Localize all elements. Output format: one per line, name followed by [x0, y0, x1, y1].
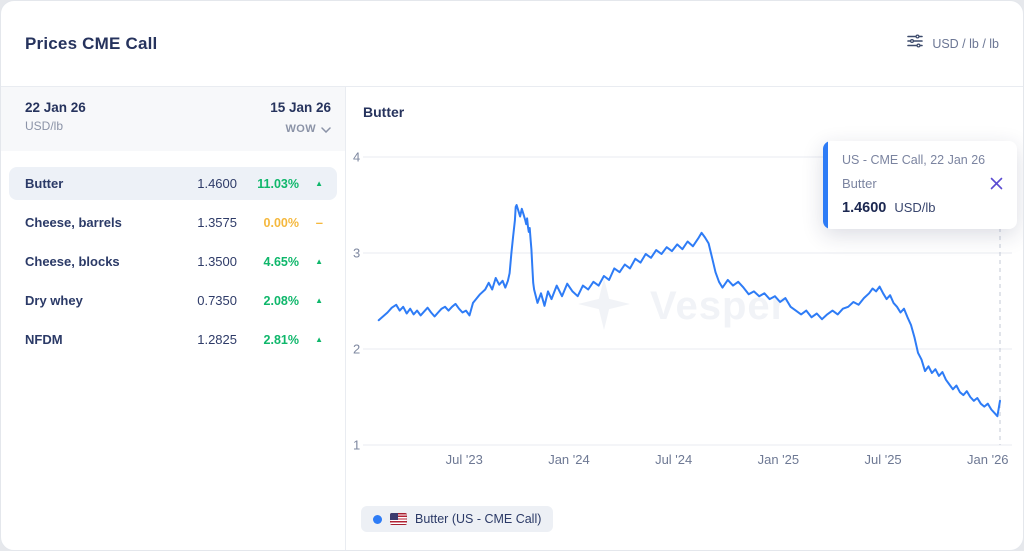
svg-text:Jan '24: Jan '24	[548, 452, 590, 467]
commodity-change: 11.03%	[257, 176, 299, 191]
page-title: Prices CME Call	[25, 33, 158, 53]
commodity-name: Cheese, barrels	[25, 215, 122, 230]
chevron-down-icon	[321, 120, 331, 138]
commodity-table-body: Butter 1.4600 11.03% ▲ Cheese, barrels 1…	[1, 151, 345, 356]
header-divider	[1, 86, 1023, 87]
tooltip-series: Butter	[842, 176, 877, 191]
compare-mode-label[interactable]: WOW	[285, 123, 316, 135]
commodity-value: 1.3500	[197, 254, 237, 269]
svg-text:4: 4	[353, 150, 360, 165]
price-chart[interactable]: 1 2 3 4 Jul '23 Jan '24 Jul '24 Jan '25 Jul '25 J…	[346, 132, 1024, 477]
table-row[interactable]: Butter 1.4600 11.03% ▲	[9, 167, 337, 200]
series-color-dot	[373, 514, 382, 524]
chart-title: Butter	[363, 104, 405, 120]
commodity-value: 1.4600	[197, 176, 237, 191]
svg-text:Jul '23: Jul '23	[446, 452, 483, 467]
legend-label: Butter (US - CME Call)	[415, 512, 542, 526]
commodity-change: 2.81%	[263, 332, 299, 347]
commodity-value: 1.3575	[197, 215, 237, 230]
table-row[interactable]: NFDM 1.2825 2.81% ▲	[9, 323, 337, 356]
change-direction-icon: ▲	[315, 257, 323, 266]
compare-date-column: 15 Jan 26	[270, 100, 331, 115]
unit-selector-label[interactable]: USD / lb / lb	[932, 36, 999, 51]
tooltip-source: US - CME Call, 22 Jan 26	[842, 153, 986, 167]
commodity-name: Dry whey	[25, 293, 83, 308]
commodity-value: 1.2825	[197, 332, 237, 347]
commodity-panel: 22 Jan 26 USD/lb 15 Jan 26 WOW Butter 1.…	[1, 87, 346, 550]
svg-text:2: 2	[353, 342, 360, 357]
commodity-name: NFDM	[25, 332, 63, 347]
commodity-name: Cheese, blocks	[25, 254, 120, 269]
svg-text:3: 3	[353, 246, 360, 261]
unit-label: USD/lb	[25, 119, 64, 133]
table-header: 22 Jan 26 USD/lb 15 Jan 26 WOW	[1, 87, 345, 151]
tooltip-unit: USD/lb	[894, 200, 936, 215]
tooltip-value: 1.4600	[842, 200, 887, 216]
svg-text:Jul '25: Jul '25	[864, 452, 901, 467]
change-direction-icon: ▲	[315, 179, 323, 188]
card-header: Prices CME Call	[1, 1, 1023, 86]
table-row[interactable]: Cheese, barrels 1.3575 0.00% –	[9, 206, 337, 239]
us-flag-icon	[390, 513, 407, 525]
chart-tooltip: US - CME Call, 22 Jan 26 Butter 1.4600 U…	[823, 141, 1017, 229]
commodity-value: 0.7350	[197, 293, 237, 308]
svg-text:Jan '25: Jan '25	[758, 452, 800, 467]
table-row[interactable]: Cheese, blocks 1.3500 4.65% ▲	[9, 245, 337, 278]
unit-selector[interactable]: USD / lb / lb	[907, 34, 999, 53]
table-row[interactable]: Dry whey 0.7350 2.08% ▲	[9, 284, 337, 317]
svg-text:1: 1	[353, 438, 360, 453]
svg-text:Jul '24: Jul '24	[655, 452, 692, 467]
filter-sliders-icon[interactable]	[907, 34, 924, 53]
current-date-column: 22 Jan 26	[25, 100, 86, 115]
change-direction-icon: –	[315, 215, 323, 230]
commodity-change: 0.00%	[263, 215, 299, 230]
change-direction-icon: ▲	[315, 296, 323, 305]
commodity-change: 4.65%	[263, 254, 299, 269]
change-direction-icon: ▲	[315, 335, 323, 344]
svg-text:Jan '26: Jan '26	[967, 452, 1009, 467]
commodity-name: Butter	[25, 176, 64, 191]
legend-item-butter[interactable]: Butter (US - CME Call)	[361, 506, 554, 532]
compare-mode-dropdown[interactable]: WOW	[270, 120, 331, 138]
commodity-change: 2.08%	[263, 293, 299, 308]
close-icon[interactable]	[990, 177, 1003, 190]
